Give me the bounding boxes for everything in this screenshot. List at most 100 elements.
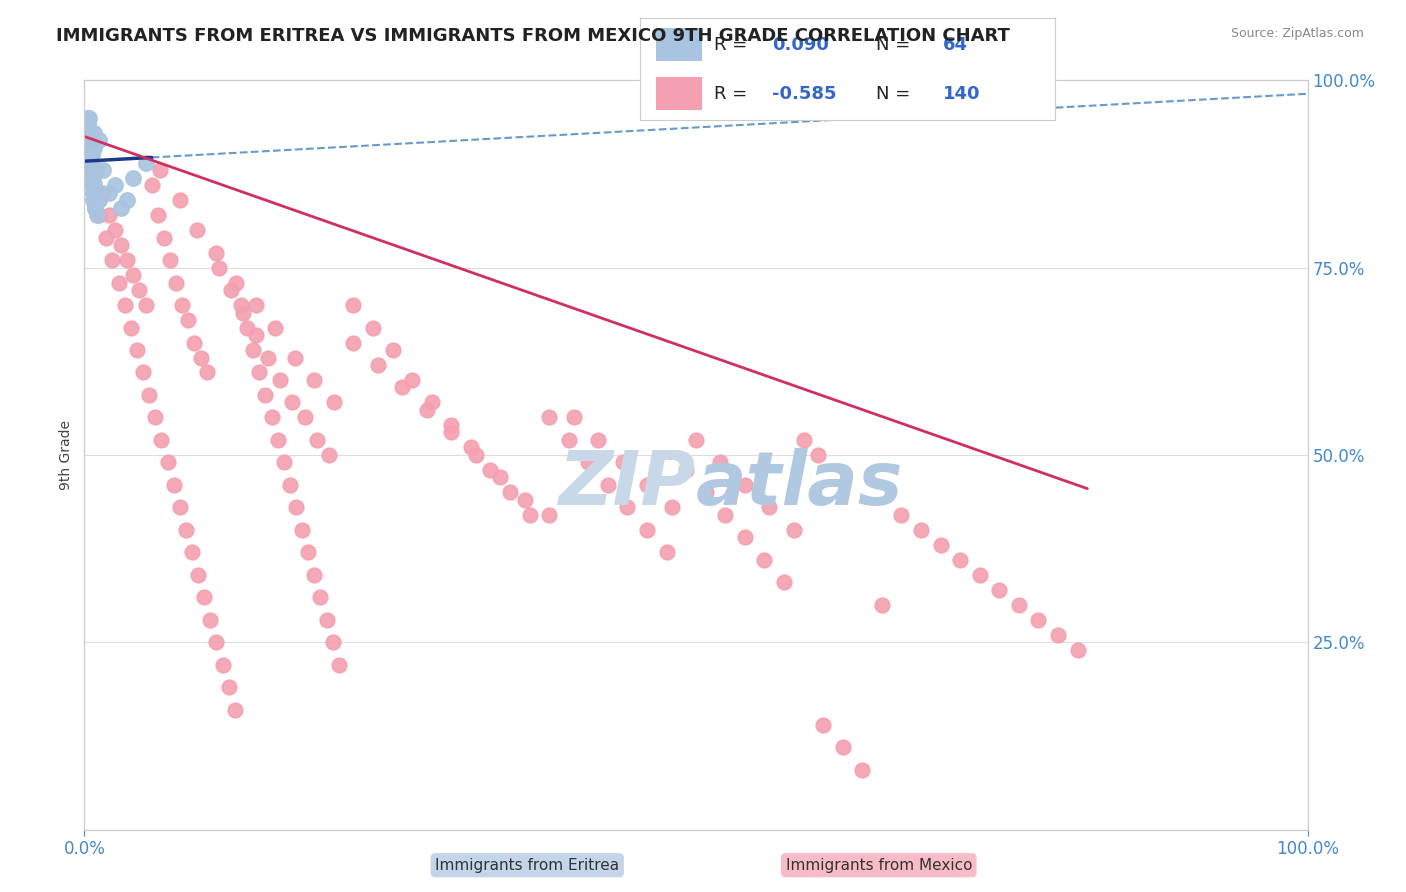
Point [224, 703, 246, 717]
Point [86, 208, 108, 222]
Point [538, 508, 561, 522]
Point [169, 500, 191, 515]
Point [586, 433, 609, 447]
Point [82, 178, 104, 193]
Point [401, 373, 423, 387]
Point [242, 343, 264, 357]
Point [120, 320, 142, 334]
Text: 0.090: 0.090 [772, 36, 830, 54]
Point [1047, 628, 1070, 642]
Text: atlas: atlas [696, 449, 904, 522]
Point [80, 163, 103, 178]
Point [77, 118, 100, 132]
Point [709, 455, 731, 469]
Point [562, 410, 585, 425]
Point [636, 478, 658, 492]
Point [150, 433, 173, 447]
Point [87, 193, 110, 207]
Point [83, 141, 105, 155]
Text: N =: N = [876, 36, 917, 54]
Point [91, 163, 114, 178]
Point [79, 133, 101, 147]
Point [110, 201, 132, 215]
Point [208, 260, 231, 275]
Point [153, 230, 176, 244]
Point [77, 111, 100, 125]
Point [284, 351, 307, 365]
Point [77, 118, 100, 132]
Point [499, 485, 522, 500]
Point [122, 268, 145, 282]
Point [83, 193, 105, 207]
Text: R =: R = [714, 85, 754, 103]
Point [80, 170, 103, 185]
Point [328, 657, 350, 672]
Point [440, 425, 463, 440]
Point [159, 253, 181, 268]
Point [929, 538, 952, 552]
Point [77, 148, 100, 162]
Point [257, 351, 280, 365]
Point [420, 395, 443, 409]
Bar [657, 78, 702, 110]
Point [76, 118, 98, 132]
Point [79, 141, 101, 155]
Point [416, 403, 439, 417]
Point [260, 410, 283, 425]
Point [82, 170, 104, 185]
Point [193, 591, 215, 605]
Point [104, 223, 127, 237]
Point [87, 208, 110, 222]
Point [79, 141, 101, 155]
Point [122, 170, 145, 185]
Point [291, 523, 314, 537]
Point [169, 193, 191, 207]
Point [870, 598, 893, 612]
Point [79, 126, 101, 140]
Point [285, 500, 308, 515]
Point [254, 388, 277, 402]
Point [460, 441, 482, 455]
Point [576, 455, 599, 469]
Point [186, 223, 208, 237]
Point [229, 298, 252, 312]
Point [675, 463, 697, 477]
Text: ZIP: ZIP [558, 449, 696, 522]
Point [107, 276, 129, 290]
Point [616, 500, 638, 515]
Point [138, 388, 160, 402]
Point [83, 186, 105, 200]
Point [851, 763, 873, 777]
Point [269, 373, 291, 387]
Point [714, 508, 737, 522]
Point [96, 230, 118, 244]
Point [79, 133, 101, 147]
Point [391, 380, 413, 394]
Point [83, 186, 105, 200]
Point [77, 133, 100, 147]
Point [80, 178, 103, 193]
Point [322, 635, 344, 649]
Point [807, 448, 830, 462]
Point [135, 298, 157, 312]
Text: Immigrants from Mexico: Immigrants from Mexico [786, 858, 972, 872]
Point [84, 201, 107, 215]
Point [247, 366, 270, 380]
Point [695, 485, 717, 500]
Point [77, 163, 100, 178]
Point [132, 366, 155, 380]
Point [205, 635, 228, 649]
Point [82, 186, 104, 200]
Point [181, 545, 204, 559]
Point [225, 276, 247, 290]
Point [77, 170, 100, 185]
Point [77, 155, 100, 169]
Point [177, 313, 200, 327]
Point [1008, 598, 1031, 612]
Point [309, 591, 332, 605]
Point [79, 163, 101, 178]
Point [1066, 642, 1088, 657]
Point [77, 111, 100, 125]
Point [80, 170, 103, 185]
Point [83, 178, 105, 193]
